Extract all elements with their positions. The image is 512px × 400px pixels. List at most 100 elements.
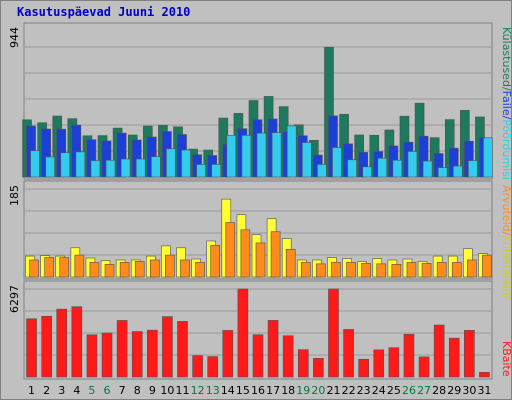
x-tick-label: 25 [387, 384, 401, 397]
bar-poordumisi-day-12 [196, 164, 206, 178]
bar-kbaite-day-16 [252, 334, 264, 378]
bar-kbaite-day-29 [448, 337, 460, 378]
x-tick-label: 28 [432, 384, 446, 397]
bar-poordumisi-day-26 [407, 151, 418, 178]
bar-poordumisi-day-17 [271, 132, 282, 178]
x-tick-label: 17 [266, 384, 280, 397]
bar-arvuteid-day-12 [195, 262, 205, 278]
x-tick-label: 1 [28, 384, 35, 397]
bar-poordumisi-day-7 [120, 158, 131, 178]
bar-arvuteid-day-22 [346, 262, 356, 278]
bar-poordumisi-day-14 [226, 134, 237, 178]
bar-kbaite-day-13 [207, 356, 219, 378]
x-tick-label: 3 [58, 384, 65, 397]
bar-kbaite-day-7 [116, 320, 128, 378]
bar-arvuteid-day-24 [376, 263, 387, 278]
x-tick-label: 9 [149, 384, 156, 397]
x-tick-label: 22 [342, 384, 356, 397]
bar-arvuteid-day-11 [180, 259, 190, 278]
bar-kbaite-day-24 [373, 349, 385, 378]
bar-poordumisi-day-5 [90, 160, 101, 178]
bar-arvuteid-day-2 [44, 257, 54, 278]
bar-kbaite-day-8 [131, 331, 143, 378]
legend-entry: / [500, 232, 511, 236]
bar-kbaite-day-12 [192, 355, 203, 378]
bar-arvuteid-day-14 [225, 222, 236, 278]
bar-arvuteid-day-21 [331, 262, 341, 278]
bar-poordumisi-day-21 [332, 147, 342, 178]
bar-poordumisi-day-16 [256, 132, 267, 178]
bar-kbaite-day-11 [177, 321, 188, 378]
bar-poordumisi-day-9 [151, 156, 161, 178]
legend-entry: Külastused [500, 27, 511, 87]
bar-kbaite-day-10 [162, 316, 173, 378]
bar-poordumisi-day-2 [45, 156, 55, 178]
bar-poordumisi-day-20 [317, 164, 327, 178]
bar-poordumisi-day-13 [211, 164, 222, 178]
bar-poordumisi-day-25 [392, 159, 403, 178]
x-tick-label: 21 [326, 384, 340, 397]
bar-kbaite-day-23 [358, 358, 369, 378]
bar-kbaite-day-4 [71, 306, 83, 378]
chart-title: Kasutuspäevad Juuni 2010 [17, 5, 191, 19]
bar-arvuteid-day-23 [361, 263, 371, 278]
bar-arvuteid-day-27 [421, 263, 432, 278]
panel-2-max-label: 185 [8, 185, 21, 206]
bar-arvuteid-day-7 [119, 262, 130, 278]
bar-kbaite-day-3 [56, 308, 68, 378]
bar-kbaite-day-30 [464, 330, 475, 378]
x-tick-label: 2 [43, 384, 50, 397]
bar-poordumisi-day-19 [301, 142, 312, 178]
bar-kbaite-day-19 [297, 349, 309, 378]
bar-poordumisi-day-8 [135, 158, 146, 178]
bar-kbaite-day-17 [267, 320, 279, 378]
legend-entry: KBaite [500, 341, 511, 377]
x-tick-label: 30 [462, 384, 476, 397]
bar-kbaite-day-22 [343, 329, 354, 378]
bar-arvuteid-day-19 [300, 262, 311, 278]
x-tick-label: 6 [104, 384, 111, 397]
bar-kbaite-day-27 [418, 356, 430, 378]
bar-poordumisi-day-1 [30, 150, 40, 178]
bar-poordumisi-day-22 [347, 159, 357, 178]
bar-kbaite-day-5 [86, 334, 98, 378]
bar-kbaite-day-15 [237, 288, 249, 378]
x-tick-label: 31 [477, 384, 491, 397]
x-tick-label: 19 [296, 384, 310, 397]
bar-poordumisi-day-29 [452, 165, 463, 178]
bar-kbaite-day-9 [147, 329, 158, 378]
bar-arvuteid-day-5 [89, 262, 100, 278]
bar-arvuteid-day-15 [240, 229, 251, 278]
bar-kbaite-day-6 [101, 332, 113, 378]
bar-arvuteid-day-25 [391, 264, 402, 278]
bar-poordumisi-day-30 [468, 160, 478, 178]
legend-1: Külastused/Faile/Pöördumisi [500, 27, 511, 180]
x-tick-label: 10 [160, 384, 174, 397]
bar-arvuteid-day-6 [104, 264, 115, 278]
bar-arvuteid-day-1 [29, 259, 39, 278]
bar-arvuteid-day-13 [210, 245, 221, 278]
bar-poordumisi-day-6 [105, 159, 116, 178]
bar-poordumisi-day-23 [362, 166, 372, 178]
legend-entry: Arvuteid [500, 185, 511, 232]
x-tick-label: 4 [73, 384, 80, 397]
legend-entry: / [500, 87, 511, 91]
bar-arvuteid-day-29 [451, 262, 462, 278]
bar-poordumisi-day-18 [286, 125, 297, 178]
bar-poordumisi-day-24 [377, 157, 388, 178]
x-tick-label: 23 [357, 384, 371, 397]
bar-poordumisi-day-28 [437, 167, 448, 178]
bar-poordumisi-day-15 [241, 134, 252, 178]
panel-3-max-label: 6297 [8, 285, 21, 313]
x-tick-label: 16 [251, 384, 265, 397]
bar-poordumisi-day-10 [166, 148, 176, 178]
legend-entry: Külastajaid [500, 235, 511, 295]
x-tick-label: 13 [206, 384, 220, 397]
x-tick-label: 29 [447, 384, 461, 397]
bar-kbaite-day-31 [479, 372, 490, 378]
legend-entry: Faile [500, 91, 511, 116]
bar-arvuteid-day-9 [150, 259, 160, 278]
bar-arvuteid-day-8 [134, 261, 145, 278]
panel-1-max-label: 944 [8, 27, 21, 48]
